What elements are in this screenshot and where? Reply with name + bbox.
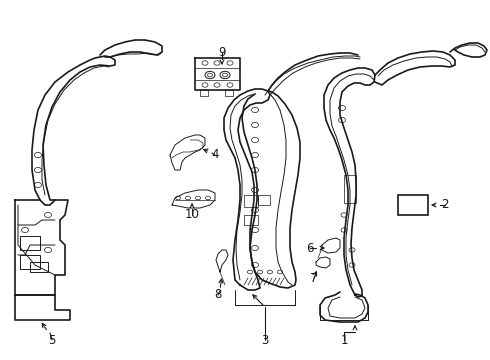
Bar — [20, 236, 40, 250]
Text: 4: 4 — [211, 148, 219, 162]
Bar — [30, 262, 48, 272]
Bar — [20, 255, 40, 269]
Bar — [244, 195, 258, 207]
Text: 3: 3 — [261, 333, 269, 346]
Text: 8: 8 — [214, 288, 221, 301]
Bar — [398, 195, 428, 215]
Bar — [344, 175, 356, 203]
Text: 5: 5 — [49, 333, 56, 346]
Bar — [258, 195, 270, 205]
Text: 1: 1 — [340, 333, 348, 346]
Bar — [244, 215, 258, 225]
Text: 7: 7 — [310, 271, 318, 284]
Text: 10: 10 — [185, 208, 199, 221]
Text: 2: 2 — [441, 198, 449, 211]
Text: 9: 9 — [218, 45, 226, 58]
Text: 6: 6 — [306, 242, 314, 255]
